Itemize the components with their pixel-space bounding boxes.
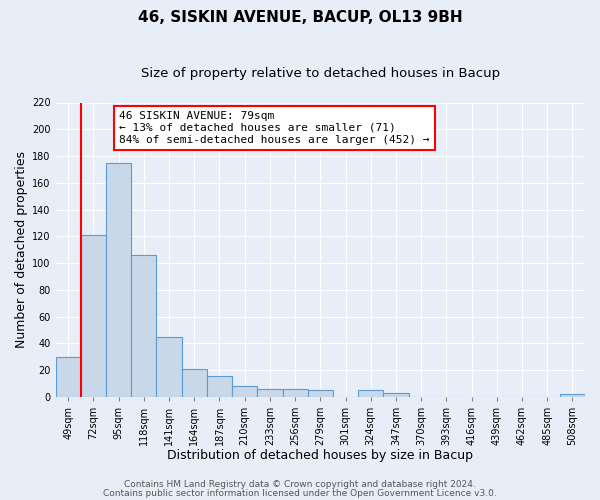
Bar	[106, 162, 131, 397]
Bar	[308, 390, 333, 397]
Bar	[232, 386, 257, 397]
Bar	[560, 394, 585, 397]
Bar	[283, 389, 308, 397]
Bar	[56, 357, 81, 397]
Bar	[81, 235, 106, 397]
Bar	[157, 336, 182, 397]
Bar	[358, 390, 383, 397]
Bar	[131, 255, 157, 397]
Text: Contains public sector information licensed under the Open Government Licence v3: Contains public sector information licen…	[103, 488, 497, 498]
Text: Contains HM Land Registry data © Crown copyright and database right 2024.: Contains HM Land Registry data © Crown c…	[124, 480, 476, 489]
Y-axis label: Number of detached properties: Number of detached properties	[15, 151, 28, 348]
X-axis label: Distribution of detached houses by size in Bacup: Distribution of detached houses by size …	[167, 450, 473, 462]
Title: Size of property relative to detached houses in Bacup: Size of property relative to detached ho…	[141, 68, 500, 80]
Text: 46, SISKIN AVENUE, BACUP, OL13 9BH: 46, SISKIN AVENUE, BACUP, OL13 9BH	[137, 10, 463, 25]
Bar	[257, 389, 283, 397]
Bar	[207, 376, 232, 397]
Bar	[182, 369, 207, 397]
Bar	[383, 393, 409, 397]
Text: 46 SISKIN AVENUE: 79sqm
← 13% of detached houses are smaller (71)
84% of semi-de: 46 SISKIN AVENUE: 79sqm ← 13% of detache…	[119, 112, 430, 144]
